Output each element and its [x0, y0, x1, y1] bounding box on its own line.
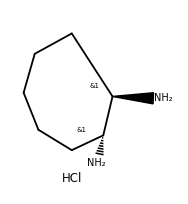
Text: &1: &1 — [77, 128, 87, 133]
Text: HCl: HCl — [62, 172, 82, 185]
Text: NH₂: NH₂ — [154, 93, 173, 103]
Polygon shape — [113, 93, 154, 104]
Text: &1: &1 — [89, 83, 100, 89]
Text: NH₂: NH₂ — [86, 159, 105, 169]
